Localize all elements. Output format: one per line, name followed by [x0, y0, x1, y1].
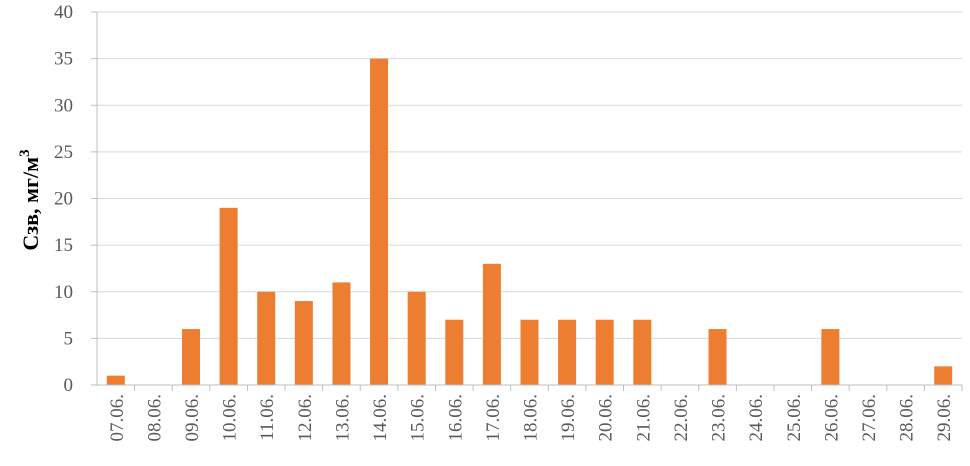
bar-15-06 [407, 291, 426, 385]
x-tick-label: 27.06. [859, 394, 880, 442]
x-tick-label: 08.06. [144, 394, 165, 442]
bar-11-06 [257, 291, 276, 385]
x-tick-label: 20.06. [596, 394, 617, 442]
bar-29-06 [934, 366, 953, 385]
x-tick-label: 16.06. [445, 394, 466, 442]
y-tick-label: 15 [54, 235, 73, 256]
x-tick-label: 11.06. [257, 394, 278, 441]
bar-12-06 [294, 301, 313, 385]
y-axis-title-text: Сзв, мг/м [18, 157, 43, 251]
bar-07-06 [106, 375, 125, 385]
x-tick-label: 13.06. [332, 394, 353, 442]
x-tick-label: 25.06. [784, 394, 805, 442]
bar-16-06 [445, 319, 464, 385]
y-tick-label: 10 [54, 282, 73, 303]
x-tick-label: 23.06. [709, 394, 730, 442]
x-tick-label: 07.06. [107, 394, 128, 442]
y-tick-label: 30 [54, 95, 73, 116]
y-tick-label: 0 [64, 375, 74, 396]
y-tick-label: 35 [54, 49, 73, 70]
x-tick-label: 09.06. [182, 394, 203, 442]
bar-21-06 [633, 319, 652, 385]
x-tick-label: 18.06. [521, 394, 542, 442]
bar-10-06 [219, 207, 238, 385]
x-tick-label: 22.06. [671, 394, 692, 442]
x-tick-label: 26.06. [821, 394, 842, 442]
y-axis-title: Сзв, мг/м3 [17, 149, 43, 250]
bar-23-06 [708, 329, 727, 385]
y-tick-label: 20 [54, 189, 73, 210]
axes [91, 11, 963, 391]
bar-13-06 [332, 282, 351, 385]
bar-09-06 [182, 329, 201, 385]
x-tick-label: 29.06. [934, 394, 955, 442]
x-tick-label: 17.06. [483, 394, 504, 442]
y-tick-labels: 0 5 10 15 20 25 30 35 40 [54, 2, 73, 396]
bar-19-06 [558, 319, 577, 385]
x-tick-label: 15.06. [408, 394, 429, 442]
bar-20-06 [595, 319, 614, 385]
y-axis-title-superscript: 3 [17, 149, 33, 157]
bar-17-06 [482, 263, 501, 385]
x-tick-label: 12.06. [295, 394, 316, 442]
y-tick-label: 5 [64, 328, 74, 349]
gridlines [97, 11, 962, 339]
y-tick-label: 25 [54, 142, 73, 163]
bars [106, 58, 953, 385]
x-tick-label: 24.06. [746, 394, 767, 442]
y-tick-label: 40 [54, 2, 73, 23]
x-tick-label: 19.06. [558, 394, 579, 442]
x-tick-label: 28.06. [897, 394, 918, 442]
x-tick-label: 21.06. [633, 394, 654, 442]
x-tick-labels: 07.06. 08.06. 09.06. 10.06. 11.06. 12.06. 13.0… [107, 394, 955, 442]
bar-14-06 [370, 58, 389, 385]
bar-18-06 [520, 319, 539, 385]
bar-26-06 [821, 329, 840, 385]
x-tick-label: 10.06. [220, 394, 241, 442]
x-tick-label: 14.06. [370, 394, 391, 442]
